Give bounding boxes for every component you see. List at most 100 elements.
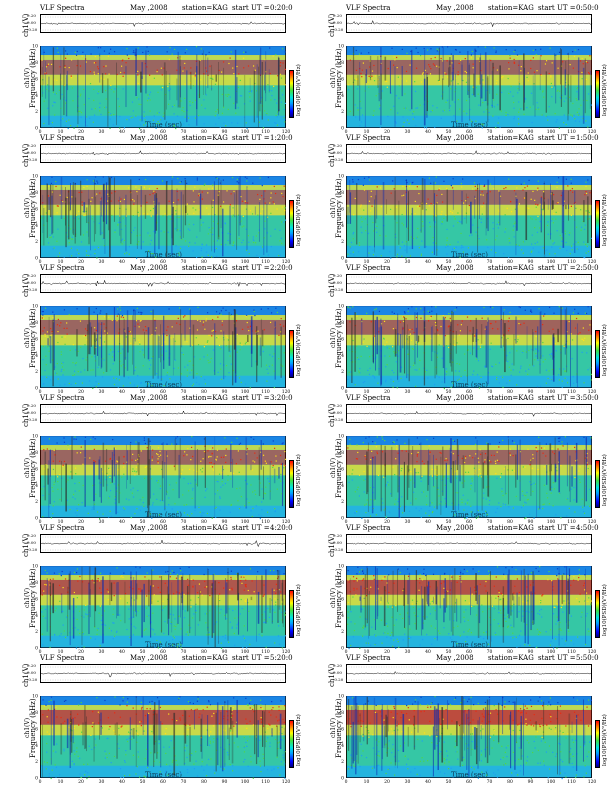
spectrum-speckle	[227, 339, 230, 341]
spectrum-speckle	[138, 339, 140, 341]
spectrum-speckle	[53, 501, 55, 503]
spectrum-speckle	[121, 476, 123, 478]
spectrum-speckle	[205, 67, 207, 69]
frequency-band-4	[346, 449, 592, 465]
frequency-tick-label: 8	[341, 450, 344, 456]
spectrum-speckle	[72, 374, 74, 377]
spectrum-speckle	[535, 206, 537, 208]
spectrum-speckle	[477, 235, 479, 237]
spectrum-speckle	[464, 353, 466, 355]
spectrum-speckle	[537, 508, 540, 510]
spectrum-speckle	[129, 586, 131, 588]
spectrum-speckle	[540, 74, 542, 77]
spectrum-speckle	[49, 646, 51, 649]
spectrum-speckle	[280, 473, 282, 476]
spectrum-speckle	[121, 228, 123, 231]
spectrum-speckle	[173, 104, 176, 106]
spectrum-speckle	[538, 251, 540, 253]
spectrum-speckle	[350, 359, 352, 362]
time-tick-label: 80	[507, 129, 513, 135]
frequency-band-5	[346, 445, 592, 450]
spectrum-speckle	[451, 502, 453, 504]
spectrum-speckle	[410, 452, 413, 455]
spectrum-speckle	[234, 644, 236, 646]
spectrum-speckle	[469, 645, 472, 647]
spectrum-speckle	[427, 198, 429, 200]
spectrum-speckle	[550, 356, 552, 358]
spectrum-speckle	[370, 498, 372, 501]
sferic-streak	[43, 49, 45, 85]
spectrum-speckle	[180, 644, 182, 646]
sferic-streak	[552, 337, 555, 382]
spectrum-speckle	[63, 630, 65, 632]
sferic-streak	[455, 330, 457, 354]
spectrum-speckle	[550, 82, 552, 85]
spectrum-speckle	[160, 230, 162, 232]
spectrum-speckle	[276, 116, 278, 118]
spectrum-speckle	[448, 313, 450, 315]
spectrum-speckle	[195, 72, 197, 74]
spectrum-speckle	[190, 446, 193, 449]
spectrum-speckle	[215, 458, 217, 460]
spectrum-speckle	[459, 256, 461, 259]
spectrum-speckle	[50, 120, 52, 122]
spectrum-speckle	[235, 320, 238, 322]
spectrum-speckle	[192, 455, 194, 458]
spectrum-speckle	[232, 244, 234, 247]
spectrum-speckle	[385, 379, 387, 381]
sferic-streak	[181, 591, 183, 645]
spectrum-speckle	[402, 185, 404, 188]
panel-date: May ,2008	[130, 134, 168, 142]
spectrum-speckle	[158, 514, 160, 516]
spectrum-speckle	[428, 320, 430, 322]
spectrum-speckle	[238, 73, 240, 75]
spectrum-speckle	[201, 594, 203, 596]
sferic-streak	[80, 180, 82, 236]
spectrum-speckle	[537, 215, 539, 218]
spectrum-speckle	[268, 616, 271, 619]
spectrum-speckle	[421, 220, 424, 223]
spectrum-speckle	[45, 72, 47, 74]
spectrum-speckle	[458, 334, 460, 336]
waveform-trace	[39, 410, 287, 417]
spectrum-speckle	[408, 473, 410, 475]
spectrum-speckle	[217, 481, 219, 483]
spectrum-speckle	[411, 603, 413, 605]
spectrum-speckle	[367, 369, 369, 371]
sferic-streak	[88, 198, 90, 245]
spectrum-speckle	[369, 179, 371, 181]
spectrum-speckle	[520, 183, 522, 185]
spectrum-speckle	[571, 358, 573, 360]
spectrum-speckle	[133, 609, 135, 611]
spectrum-speckle	[248, 253, 250, 255]
spectrum-speckle	[396, 387, 398, 389]
spectrum-speckle	[264, 59, 266, 61]
spectrum-speckle	[352, 339, 354, 342]
spectrum-speckle	[573, 114, 575, 116]
spectrum-speckle	[284, 464, 286, 467]
spectrum-speckle	[132, 51, 134, 54]
spectrum-speckle	[275, 601, 277, 603]
time-tick-label: 80	[201, 389, 207, 395]
spectrum-speckle	[172, 635, 174, 637]
sferic-streak	[403, 317, 406, 374]
spectrum-speckle	[270, 312, 273, 314]
spectra-panel-6: VLF Spectra May ,2008 station=KAG start …	[306, 260, 612, 395]
spectrum-speckle	[193, 469, 195, 471]
waveform-tick-mid: 0.00	[27, 540, 36, 545]
frequency-band-5	[346, 55, 592, 60]
spectrum-speckle	[264, 621, 266, 623]
spectrum-speckle	[135, 257, 138, 259]
spectrum-speckle	[112, 351, 114, 353]
spectrum-speckle	[92, 215, 94, 217]
spectrum-speckle	[46, 448, 48, 450]
sferic-streak	[223, 67, 225, 107]
spectrum-speckle	[383, 224, 385, 227]
spectrum-speckle	[408, 329, 410, 331]
spectrum-speckle	[193, 223, 195, 226]
spectrum-speckle	[350, 621, 352, 623]
spectrum-speckle	[566, 515, 568, 517]
spectrum-speckle	[350, 241, 353, 244]
